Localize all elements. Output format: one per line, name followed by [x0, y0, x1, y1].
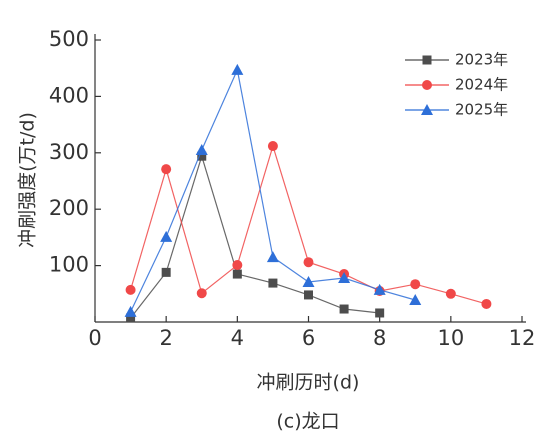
x-tick-label: 2 — [159, 326, 172, 350]
marker — [266, 251, 279, 263]
legend-label: 2023年 — [455, 51, 508, 69]
legend-label: 2024年 — [455, 76, 508, 94]
marker — [445, 288, 456, 299]
x-axis-label: 冲刷历时(d) — [257, 372, 360, 394]
marker — [231, 63, 244, 75]
marker — [126, 313, 136, 323]
legend-marker — [422, 80, 432, 90]
marker — [409, 294, 422, 306]
x-tick-label: 10 — [437, 326, 464, 350]
legend-label: 2025年 — [455, 101, 508, 119]
marker — [195, 143, 208, 155]
marker — [196, 288, 207, 299]
marker — [125, 284, 136, 295]
y-tick-label: 200 — [49, 196, 89, 220]
marker — [160, 230, 173, 242]
marker — [375, 308, 385, 318]
y-tick-label: 100 — [49, 253, 89, 277]
legend-marker — [421, 104, 433, 115]
series-line — [130, 67, 416, 313]
x-tick-label: 12 — [509, 326, 536, 350]
y-tick-label: 300 — [49, 140, 89, 164]
marker — [338, 272, 351, 284]
series-line — [130, 154, 380, 319]
marker — [267, 141, 278, 152]
legend-marker — [422, 55, 432, 65]
marker — [197, 151, 207, 161]
x-tick-label: 4 — [231, 326, 244, 350]
y-tick-label: 400 — [49, 83, 89, 107]
marker — [410, 279, 421, 290]
marker — [339, 304, 349, 314]
marker — [232, 269, 242, 279]
marker — [303, 257, 314, 268]
marker — [161, 164, 172, 175]
x-tick-label: 0 — [88, 326, 101, 350]
y-tick-label: 500 — [49, 27, 89, 51]
marker — [232, 260, 243, 271]
caption: (c)龙口 — [276, 411, 339, 433]
x-tick-label: 8 — [373, 326, 386, 350]
marker — [302, 275, 315, 287]
marker — [268, 278, 278, 288]
marker — [373, 283, 386, 295]
marker — [481, 298, 492, 309]
y-axis-label: 冲刷强度(万t/d) — [17, 112, 39, 248]
marker — [124, 305, 137, 317]
marker — [161, 267, 171, 277]
x-tick-label: 6 — [302, 326, 315, 350]
marker — [304, 290, 313, 300]
